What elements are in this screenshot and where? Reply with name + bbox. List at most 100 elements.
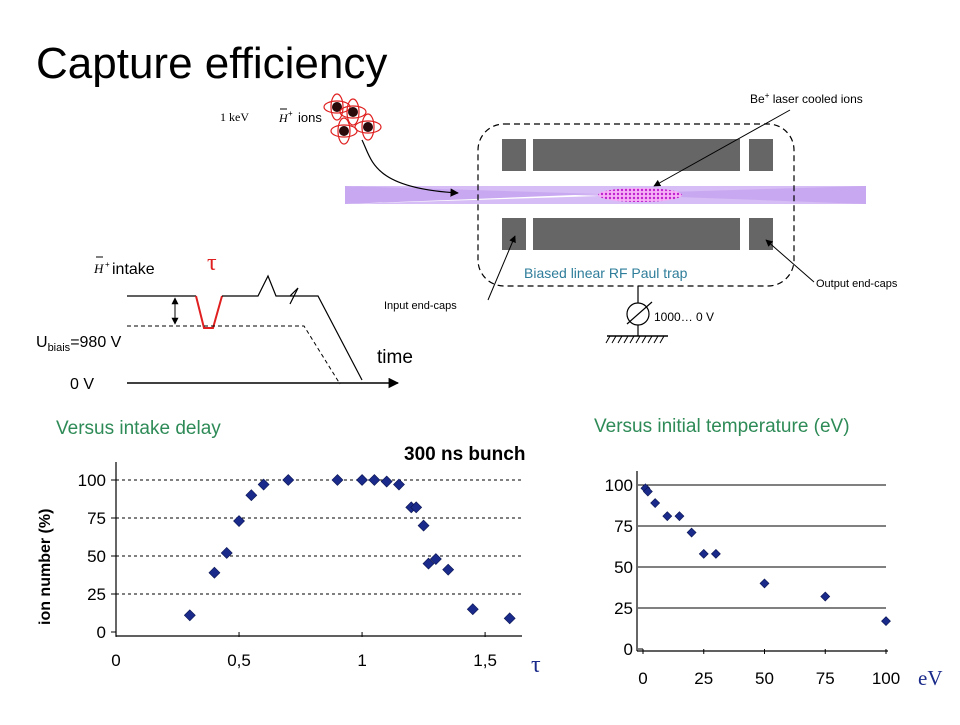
data-point (820, 591, 831, 602)
chart-left-points (183, 474, 516, 625)
chart-left-xlabel: τ (531, 652, 541, 678)
x-tick-label: 100 (872, 669, 900, 688)
be-ion-cloud (598, 188, 682, 202)
chart-right-points (640, 483, 891, 627)
data-point (759, 578, 770, 589)
data-point (710, 548, 721, 559)
data-point (503, 612, 516, 625)
chart-left-gridlines (116, 479, 522, 595)
x-tick-label: 25 (694, 669, 713, 688)
x-tick-label: 0 (638, 669, 647, 688)
y-tick-label: 25 (87, 585, 106, 604)
data-point (686, 527, 697, 538)
ubias-label: Ubiais=980 V (36, 334, 122, 354)
data-point (208, 566, 221, 579)
time-label: time (377, 347, 413, 368)
input-endcap-bottom (502, 218, 526, 250)
data-point (245, 489, 258, 502)
page-title: Capture efficiency (36, 39, 387, 88)
data-point (466, 603, 479, 616)
data-point (442, 563, 455, 576)
incoming-ions-icon (323, 93, 382, 145)
output-endcaps-label: Output end-caps (816, 278, 898, 290)
timing-diagram: H + intake τ Ubiais=980 V 0 V time (36, 250, 413, 393)
data-point (662, 511, 673, 522)
y-tick-label: 100 (78, 471, 106, 490)
be-ions-label: Be+ laser cooled ions (750, 91, 863, 106)
data-point (220, 547, 233, 559)
chart-left-title: 300 ns bunch (404, 444, 525, 465)
intake-label: intake (112, 261, 155, 278)
x-tick-label: 1,5 (473, 651, 497, 670)
chart-left: Versus intake delay 300 ns bunch ion num… (37, 418, 541, 678)
chart-right-xlabel: eV (918, 666, 943, 690)
data-point (331, 474, 344, 486)
input-endcaps-pointer (487, 235, 516, 301)
x-tick-label: 1 (357, 651, 366, 670)
x-tick-label: 75 (816, 669, 835, 688)
ion-symbol: H (278, 111, 289, 125)
data-point (429, 553, 442, 565)
output-endcaps-pointer (765, 239, 815, 283)
laser-beam-left (345, 186, 600, 204)
intake-pulse (195, 295, 223, 329)
data-point (380, 475, 393, 488)
trap-enclosure (477, 123, 795, 287)
beam-energy-label: 1 keV (220, 110, 249, 124)
variable-voltage-source-icon (626, 286, 653, 336)
y-tick-label: 100 (605, 476, 633, 495)
voltage-range-label: 1000… 0 V (654, 310, 714, 324)
ground-icon (605, 335, 668, 344)
data-point (881, 616, 891, 627)
y-tick-label: 0 (624, 640, 633, 659)
data-point (422, 557, 435, 570)
rf-electrode-bottom (533, 218, 740, 250)
data-point (282, 474, 295, 486)
data-point (650, 498, 661, 508)
chart-right-ticks: 0 25 50 75 100 0 25 50 75 100 (605, 476, 901, 688)
input-endcap-top (502, 139, 526, 171)
chart-right: Versus initial temperature (eV) eV 0 25 50… (594, 416, 943, 690)
x-tick-label: 0 (111, 651, 120, 670)
be-ions-pointer (653, 109, 791, 187)
output-endcap-top (749, 139, 773, 171)
x-tick-label: 50 (755, 669, 774, 688)
chart-left-heading: Versus intake delay (56, 418, 221, 439)
y-tick-label: 50 (614, 558, 633, 577)
input-endcaps-label: Input end-caps (384, 300, 457, 312)
data-point (417, 519, 430, 532)
data-point (183, 609, 196, 622)
output-endcap-bottom (749, 218, 773, 250)
bias-ramp-down (290, 295, 363, 381)
data-point (642, 486, 653, 497)
ion-charge: + (288, 109, 293, 118)
chart-right-heading: Versus initial temperature (eV) (594, 416, 850, 437)
data-point (257, 478, 270, 491)
data-point (410, 501, 423, 514)
data-point (674, 511, 685, 522)
laser-beam-right (600, 186, 866, 204)
dashed-level (127, 325, 341, 385)
trap-schematic: 1 keV H + ions Be+ laser cooled ions Bia… (220, 91, 898, 344)
y-tick-label: 75 (614, 517, 633, 536)
y-tick-label: 50 (87, 547, 106, 566)
y-tick-label: 25 (614, 599, 633, 618)
data-point (356, 474, 368, 486)
bias-level-continued (222, 274, 299, 305)
tau-label: τ (207, 250, 217, 276)
intake-symbol: H (93, 261, 104, 276)
y-tick-label: 75 (87, 509, 106, 528)
zero-volt-label: 0 V (70, 376, 94, 393)
y-tick-label: 0 (97, 623, 106, 642)
chart-right-gridlines (643, 484, 886, 609)
chart-left-ticks: 0 25 50 75 100 0 0,5 1 1,5 (78, 471, 497, 670)
data-point (698, 548, 709, 559)
ion-trajectory-arrow (361, 139, 459, 197)
data-point (368, 474, 381, 486)
x-tick-label: 0,5 (227, 651, 251, 670)
rf-electrode-top (533, 139, 740, 171)
data-point (233, 515, 245, 527)
data-point (393, 478, 405, 491)
